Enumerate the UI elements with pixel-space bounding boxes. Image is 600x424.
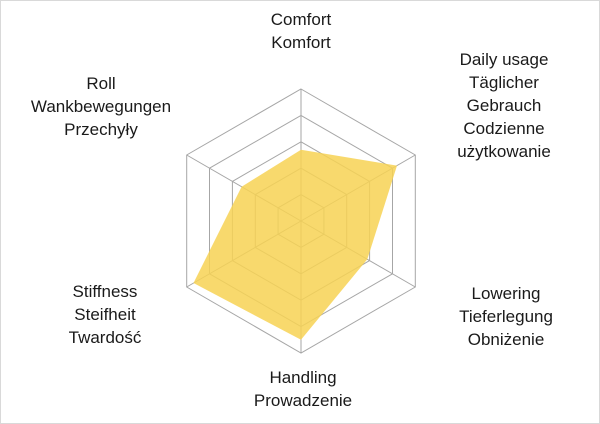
axis-label-handling: Handling Prowadzenie	[253, 368, 353, 410]
axis-label-roll: Roll Wankbewegungen Przechyły	[30, 74, 172, 139]
axis-label-lowering: Lowering Tieferlegung Obniżenie	[459, 284, 553, 349]
axis-label-daily-usage: Daily usage Täglicher Gebrauch Codzienne…	[457, 50, 551, 161]
axis-label-stiffness: Stiffness Steifheit Twardość	[68, 282, 142, 347]
axis-label-comfort: Comfort Komfort	[270, 10, 332, 52]
radar-value-polygon	[193, 149, 397, 340]
